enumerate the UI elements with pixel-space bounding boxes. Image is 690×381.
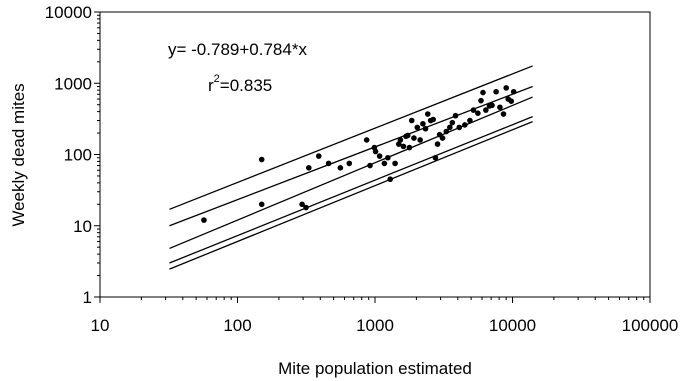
- data-point: [478, 97, 484, 104]
- data-point: [470, 107, 477, 113]
- data-point: [432, 154, 439, 161]
- data-point: [420, 120, 426, 127]
- band-lines: [169, 65, 533, 270]
- x-tick-label: 100000: [622, 316, 679, 335]
- data-point: [400, 143, 407, 150]
- data-point: [447, 124, 453, 131]
- data-point: [489, 102, 495, 109]
- data-point: [467, 117, 473, 124]
- r-squared-exponent: 2: [214, 73, 220, 85]
- y-tick-label: 10000: [45, 3, 92, 22]
- data-point: [325, 160, 332, 167]
- x-axis-title: Mite population estimated: [278, 359, 472, 378]
- y-tick-label: 10: [73, 217, 92, 236]
- y-tick-label: 1000: [54, 74, 92, 93]
- data-point: [497, 104, 503, 111]
- prediction-lower-line: [169, 116, 533, 264]
- data-point: [387, 176, 394, 183]
- data-point: [363, 137, 370, 143]
- confidence-upper-line: [169, 85, 533, 227]
- data-point: [462, 122, 468, 128]
- data-point: [406, 144, 413, 151]
- data-point: [434, 141, 441, 147]
- x-tick-label: 100: [223, 316, 251, 335]
- tick-labels: 10 100 1000 10000 100000 1 10 100 1000 10000: [45, 3, 679, 335]
- data-point: [315, 153, 322, 159]
- data-point: [452, 112, 459, 119]
- data-point: [443, 128, 450, 135]
- y-tick-label: 1: [83, 288, 92, 307]
- r-squared-value: =0.835: [220, 76, 272, 95]
- data-point: [372, 148, 379, 155]
- data-point: [385, 154, 391, 161]
- data-point: [258, 201, 265, 208]
- data-point: [483, 107, 489, 113]
- data-point: [201, 217, 207, 223]
- data-point: [303, 204, 309, 211]
- data-point: [422, 125, 429, 132]
- data-point: [258, 156, 265, 163]
- data-point: [367, 162, 373, 169]
- data-point: [414, 124, 421, 131]
- data-point: [508, 98, 515, 104]
- data-point: [480, 89, 486, 96]
- data-point: [404, 132, 411, 139]
- y-axis-title: Weekly dead mites: [9, 83, 28, 226]
- data-point: [305, 165, 312, 171]
- data-point: [500, 111, 507, 117]
- equation-annotation: y= -0.789+0.784*x: [168, 40, 307, 59]
- prediction-upper-line: [169, 65, 533, 210]
- data-points: [201, 85, 517, 223]
- data-point: [408, 117, 415, 124]
- data-point: [397, 137, 404, 143]
- r-squared-annotation: r2=0.835: [208, 73, 272, 95]
- data-point: [411, 135, 417, 141]
- r-squared-prefix: r: [208, 76, 214, 95]
- regression-line: [169, 121, 533, 270]
- data-point: [337, 165, 344, 171]
- data-point: [299, 201, 305, 208]
- confidence-lower-line: [169, 96, 533, 250]
- data-point: [475, 110, 481, 116]
- data-point: [503, 85, 510, 91]
- x-tick-label: 1000: [356, 316, 394, 335]
- data-point: [510, 88, 517, 95]
- data-point: [439, 135, 446, 141]
- data-point: [381, 160, 388, 167]
- data-point: [417, 137, 423, 143]
- data-point: [449, 119, 456, 126]
- data-point: [392, 160, 398, 167]
- y-tick-label: 100: [64, 146, 92, 165]
- data-point: [346, 160, 353, 167]
- data-point: [493, 88, 499, 95]
- data-point: [424, 111, 431, 117]
- data-point: [430, 116, 436, 123]
- x-tick-label: 10000: [489, 316, 536, 335]
- data-point: [376, 153, 383, 159]
- data-point: [456, 124, 463, 131]
- axis-ticks: [94, 11, 651, 303]
- x-tick-label: 10: [91, 316, 110, 335]
